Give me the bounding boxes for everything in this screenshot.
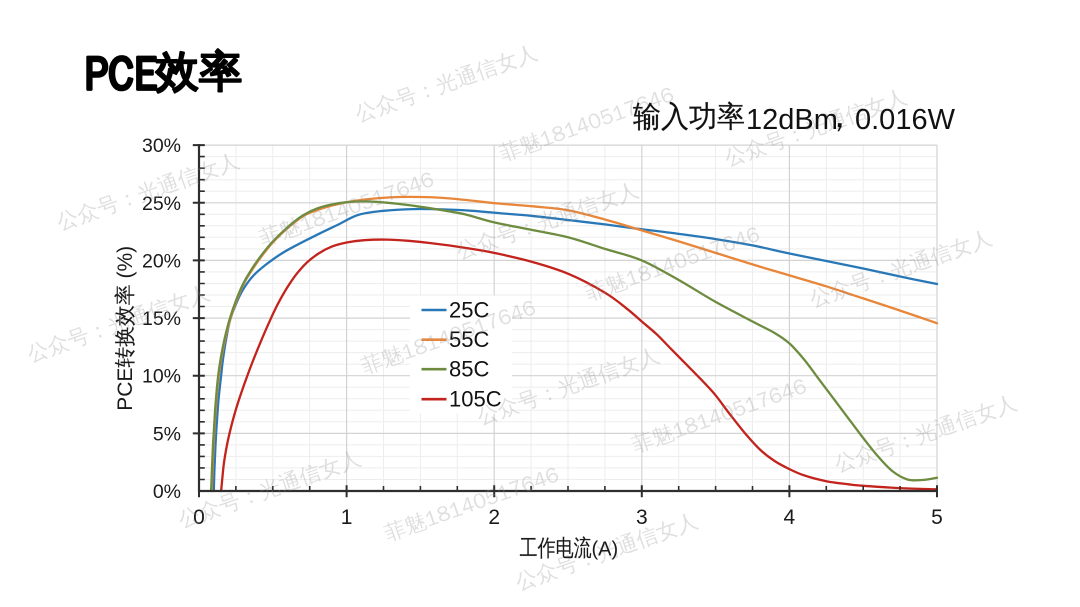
- svg-text:25%: 25%: [142, 193, 181, 215]
- svg-text:0: 0: [193, 506, 205, 529]
- svg-text:12dBm: 12dBm: [746, 104, 838, 136]
- svg-text:30%: 30%: [142, 135, 181, 157]
- svg-text:105C: 105C: [449, 387, 502, 412]
- svg-text:85C: 85C: [449, 357, 489, 382]
- svg-text:2: 2: [488, 506, 500, 529]
- svg-text:3: 3: [636, 506, 648, 529]
- svg-text:(A): (A): [592, 539, 619, 561]
- svg-text:PCE: PCE: [114, 368, 137, 411]
- svg-text:5%: 5%: [153, 423, 181, 445]
- svg-text:25C: 25C: [449, 298, 489, 323]
- svg-text:4: 4: [784, 506, 796, 529]
- svg-text:20%: 20%: [142, 250, 181, 272]
- svg-text:1: 1: [341, 506, 353, 529]
- svg-text:10%: 10%: [142, 366, 181, 388]
- svg-text:0%: 0%: [153, 481, 181, 503]
- svg-text:(%): (%): [114, 246, 137, 279]
- svg-text:15%: 15%: [142, 308, 181, 330]
- svg-text:0.016W: 0.016W: [855, 104, 956, 136]
- svg-text:5: 5: [931, 506, 943, 529]
